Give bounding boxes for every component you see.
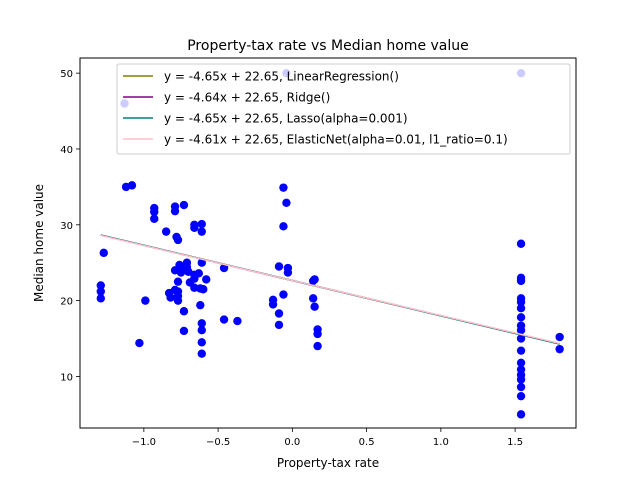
- x-tick-label: −0.5: [206, 437, 230, 448]
- data-point: [173, 296, 183, 305]
- data-point: [516, 313, 526, 322]
- data-point: [150, 214, 159, 223]
- data-point: [516, 358, 526, 367]
- legend-label: y = -4.65x + 22.65, Lasso(alpha=0.001): [164, 112, 408, 126]
- legend-label: y = -4.61x + 22.65, ElasticNet(alpha=0.0…: [164, 133, 508, 147]
- data-point: [96, 287, 105, 296]
- data-point: [219, 315, 229, 324]
- x-tick-label: 0.0: [284, 437, 300, 448]
- data-point: [197, 319, 206, 328]
- data-point: [197, 349, 206, 358]
- data-point: [197, 258, 206, 267]
- x-tick-label: 1.5: [507, 437, 523, 448]
- data-point: [141, 296, 150, 305]
- y-tick-label: 20: [60, 297, 73, 308]
- regression-line-3: [100, 234, 560, 345]
- data-point: [202, 275, 211, 284]
- y-tick-label: 40: [60, 145, 73, 156]
- y-tick-label: 50: [60, 69, 73, 80]
- data-point: [516, 346, 526, 355]
- data-point: [179, 200, 189, 210]
- data-point: [516, 375, 526, 384]
- data-point: [516, 334, 526, 343]
- data-point: [283, 268, 293, 277]
- data-point: [310, 275, 319, 284]
- x-tick-label: 1.0: [433, 437, 449, 448]
- data-point: [194, 269, 203, 278]
- data-point: [516, 410, 526, 419]
- data-point: [516, 382, 526, 392]
- data-point: [96, 294, 105, 303]
- data-point: [150, 203, 159, 213]
- data-point: [179, 326, 189, 336]
- data-point: [197, 325, 206, 335]
- scatter-points: [96, 68, 564, 419]
- data-point: [516, 297, 526, 307]
- data-point: [274, 320, 284, 330]
- chart-title: Property-tax rate vs Median home value: [187, 38, 469, 54]
- data-point: [310, 302, 319, 311]
- x-tick-label: 0.5: [359, 437, 375, 448]
- data-point: [197, 227, 206, 236]
- data-point: [99, 248, 108, 258]
- data-point: [516, 276, 526, 286]
- data-point: [196, 300, 205, 310]
- data-point: [279, 222, 288, 231]
- data-point: [199, 285, 208, 294]
- y-axis-ticks: 10 20 30 40 50: [60, 69, 80, 383]
- x-axis-label: Property-tax rate: [277, 456, 379, 470]
- legend-frame: [116, 63, 571, 155]
- data-point: [274, 262, 284, 271]
- data-point: [308, 294, 318, 303]
- data-point: [516, 391, 526, 401]
- data-point: [516, 325, 526, 335]
- data-point: [166, 293, 175, 302]
- data-point: [173, 235, 183, 245]
- x-tick-label: −1.0: [132, 437, 156, 448]
- data-point: [127, 181, 137, 190]
- data-point: [555, 344, 564, 354]
- data-point: [274, 309, 284, 318]
- data-point: [179, 307, 189, 316]
- legend: y = -4.65x + 22.65, LinearRegression() y …: [116, 63, 571, 155]
- data-point: [282, 198, 291, 208]
- legend-label: y = -4.65x + 22.65, LinearRegression(): [164, 70, 399, 84]
- data-point: [197, 219, 206, 229]
- data-point: [555, 332, 564, 342]
- data-point: [190, 223, 199, 233]
- data-point: [173, 277, 183, 286]
- regression-lines: [100, 234, 560, 345]
- data-point: [313, 329, 322, 339]
- data-point: [161, 227, 171, 236]
- data-point: [219, 263, 229, 273]
- y-axis-label: Median home value: [32, 184, 46, 302]
- data-point: [279, 290, 288, 299]
- data-point: [313, 341, 322, 351]
- legend-label: y = -4.64x + 22.65, Ridge(): [164, 91, 330, 105]
- data-point: [96, 281, 105, 290]
- data-point: [135, 338, 144, 348]
- data-point: [516, 239, 526, 248]
- data-point: [233, 316, 242, 326]
- plot-frame: [79, 57, 577, 429]
- data-point: [170, 206, 180, 216]
- y-tick-label: 30: [60, 221, 73, 232]
- x-axis-ticks: −1.0 −0.5 0.0 0.5 1.0 1.5: [132, 428, 523, 448]
- data-point: [268, 300, 278, 309]
- y-tick-label: 10: [60, 372, 73, 383]
- data-point: [197, 338, 206, 347]
- data-point: [516, 304, 526, 313]
- data-point: [279, 183, 288, 192]
